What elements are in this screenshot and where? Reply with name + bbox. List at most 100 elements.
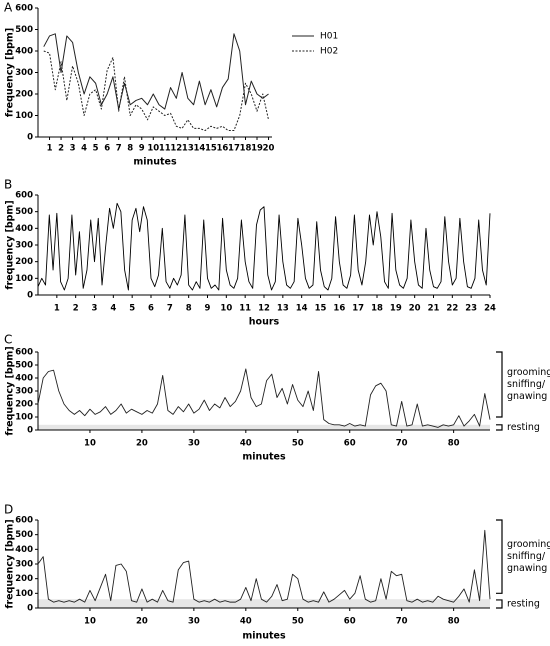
x-tick-label: 12: [170, 144, 182, 154]
x-tick-label: 8: [127, 144, 133, 154]
x-axis-title: minutes: [133, 157, 177, 168]
bracket-label: resting: [507, 422, 540, 433]
x-tick-label: 16: [217, 144, 229, 154]
y-tick-label: 600: [15, 4, 33, 14]
x-tick-label: 10: [84, 617, 96, 627]
bracket-label: grooming/: [507, 539, 550, 550]
y-tick-label: 600: [15, 516, 33, 526]
x-tick-label: 60: [344, 439, 356, 449]
x-tick-label: 60: [344, 617, 356, 627]
y-tick-label: 600: [15, 191, 33, 201]
x-tick-label: 50: [292, 439, 304, 449]
x-tick-label: 4: [81, 144, 87, 154]
resting-band: [38, 424, 490, 430]
bracket-label: sniffing/: [507, 379, 546, 390]
y-axis-title: frequency [bpm]: [5, 28, 16, 117]
x-tick-label: 23: [465, 304, 477, 314]
x-axis-title: minutes: [242, 631, 286, 642]
y-tick-label: 0: [27, 604, 33, 614]
y-tick-label: 500: [15, 207, 33, 217]
x-tick-label: 11: [159, 144, 171, 154]
x-tick-label: 4: [110, 304, 116, 314]
y-axis-title: frequency [bpm]: [5, 346, 16, 435]
y-tick-label: 0: [27, 133, 33, 143]
x-tick-label: 80: [448, 439, 460, 449]
x-tick-label: 2: [73, 304, 79, 314]
y-tick-label: 500: [15, 530, 33, 540]
bracket-label: resting: [507, 598, 540, 609]
x-tick-label: 1: [47, 144, 53, 154]
bracket: [496, 519, 503, 594]
bracket: [496, 424, 503, 431]
x-tick-label: 10: [84, 439, 96, 449]
x-tick-label: 80: [448, 617, 460, 627]
resting-band: [38, 599, 490, 608]
x-tick-label: 5: [93, 144, 99, 154]
x-tick-label: 19: [390, 304, 402, 314]
x-tick-label: 3: [92, 304, 98, 314]
y-tick-label: 300: [15, 560, 33, 570]
legend-label: H02: [320, 47, 338, 57]
panel-label: C: [4, 333, 12, 347]
x-tick-label: 10: [147, 144, 159, 154]
y-tick-label: 400: [15, 374, 33, 384]
y-tick-label: 400: [15, 47, 33, 57]
x-tick-label: 1: [54, 304, 60, 314]
x-tick-label: 17: [228, 144, 240, 154]
y-tick-label: 400: [15, 224, 33, 234]
y-tick-label: 600: [15, 348, 33, 358]
x-tick-label: 7: [167, 304, 173, 314]
y-axis-title: frequency [bpm]: [5, 519, 16, 608]
x-tick-label: 13: [182, 144, 194, 154]
x-tick-label: 20: [409, 304, 421, 314]
y-tick-label: 100: [15, 111, 33, 121]
x-tick-label: 40: [240, 439, 252, 449]
x-tick-label: 20: [263, 144, 275, 154]
y-tick-label: 300: [15, 241, 33, 251]
bracket-label: grooming/: [507, 367, 550, 378]
y-tick-label: 200: [15, 400, 33, 410]
x-tick-label: 18: [371, 304, 383, 314]
y-tick-label: 100: [15, 274, 33, 284]
x-tick-label: 19: [251, 144, 263, 154]
line-series: [37, 202, 491, 291]
y-tick-label: 200: [15, 574, 33, 584]
panel-label: D: [4, 503, 13, 517]
x-tick-label: 40: [240, 617, 252, 627]
y-tick-label: 400: [15, 545, 33, 555]
x-tick-label: 8: [186, 304, 192, 314]
x-tick-label: 15: [315, 304, 327, 314]
x-tick-label: 14: [193, 144, 205, 154]
x-tick-label: 20: [136, 617, 148, 627]
bracket: [496, 599, 503, 609]
x-tick-label: 30: [188, 439, 200, 449]
x-tick-label: 30: [188, 617, 200, 627]
y-tick-label: 300: [15, 387, 33, 397]
x-tick-label: 12: [258, 304, 270, 314]
x-tick-label: 2: [58, 144, 64, 154]
y-tick-label: 100: [15, 589, 33, 599]
y-tick-label: 0: [27, 291, 33, 301]
y-tick-label: 0: [27, 426, 33, 436]
bracket-label: gnawing: [507, 563, 547, 574]
x-tick-label: 11: [239, 304, 251, 314]
x-tick-label: 17: [352, 304, 364, 314]
panel-label: B: [4, 178, 12, 192]
y-axis-title: frequency [bpm]: [5, 200, 16, 289]
x-tick-label: 70: [396, 439, 408, 449]
legend-label: H01: [320, 32, 338, 42]
y-tick-label: 200: [15, 257, 33, 267]
y-tick-label: 300: [15, 68, 33, 78]
x-tick-label: 22: [446, 304, 458, 314]
bracket-label: gnawing: [507, 391, 547, 402]
y-tick-label: 500: [15, 361, 33, 371]
x-tick-label: 18: [240, 144, 252, 154]
y-tick-label: 200: [15, 90, 33, 100]
bracket: [496, 351, 503, 418]
x-tick-label: 6: [148, 304, 154, 314]
x-tick-label: 3: [70, 144, 76, 154]
y-tick-label: 100: [15, 413, 33, 423]
x-tick-label: 20: [136, 439, 148, 449]
panel-label: A: [4, 1, 13, 15]
